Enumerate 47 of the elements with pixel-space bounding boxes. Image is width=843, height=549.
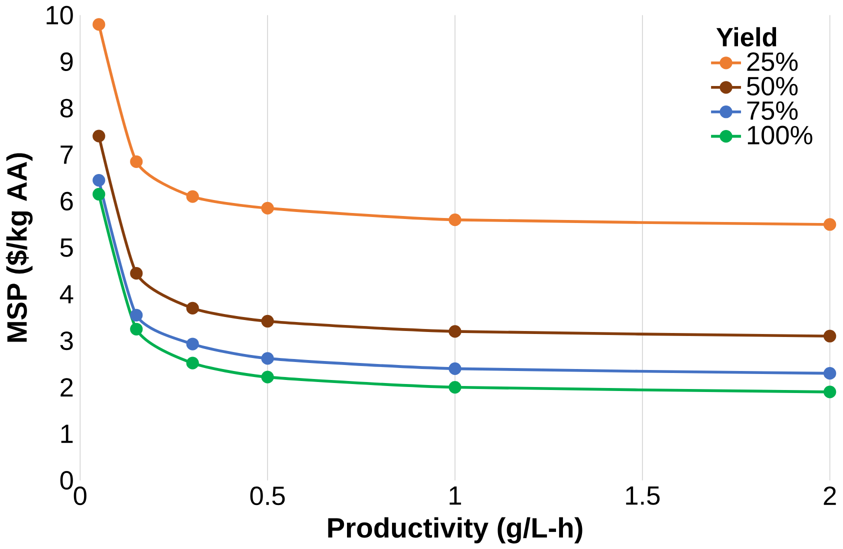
- point: [92, 130, 106, 142]
- y-tick-label: 4: [60, 285, 74, 304]
- point: [261, 314, 274, 328]
- y-tick-label: 3: [60, 331, 73, 350]
- point: [186, 356, 199, 370]
- legend-label: 25%: [747, 52, 798, 71]
- point: [824, 330, 836, 342]
- point: [186, 190, 199, 203]
- point: [186, 302, 199, 314]
- x-tick-label: 2: [824, 486, 836, 505]
- point: [448, 213, 462, 226]
- point: [824, 218, 836, 231]
- y-tick-label: 9: [60, 52, 73, 71]
- y-tick-label: 5: [60, 238, 73, 257]
- point: [92, 174, 106, 186]
- point: [92, 188, 106, 200]
- y-tick-label: 1: [61, 424, 73, 443]
- x-tick-label: 0: [74, 486, 86, 505]
- x-tick-label: 1.5: [626, 486, 660, 505]
- legend-label: 100%: [748, 126, 812, 144]
- y-tick-label: 8: [60, 98, 73, 118]
- point: [824, 366, 836, 380]
- x-tick-label: 1: [450, 486, 462, 504]
- x-axis-title: Productivity (g/L-h): [328, 517, 582, 544]
- y-tick-label: 7: [60, 145, 73, 164]
- legend-label: 75%: [747, 101, 798, 120]
- y-tick-label: 2: [60, 378, 73, 396]
- legend-title: Yield: [716, 27, 776, 46]
- point: [261, 370, 274, 384]
- point: [448, 380, 462, 394]
- legend-label: 50%: [746, 76, 798, 96]
- point: [130, 308, 143, 322]
- point: [130, 266, 143, 280]
- y-tick-label: 6: [60, 192, 73, 210]
- point: [448, 324, 462, 338]
- point: [448, 362, 462, 375]
- y-tick-label: 0: [60, 470, 73, 490]
- x-tick-label: 0.5: [250, 486, 285, 505]
- point: [92, 18, 106, 31]
- point: [261, 352, 274, 365]
- point: [186, 338, 199, 350]
- y-tick-label: 10: [46, 6, 73, 24]
- point: [130, 155, 143, 168]
- point: [261, 202, 274, 214]
- y-axis-title: MSP ($/kg AA): [6, 153, 33, 342]
- point: [130, 322, 143, 336]
- point: [824, 385, 836, 398]
